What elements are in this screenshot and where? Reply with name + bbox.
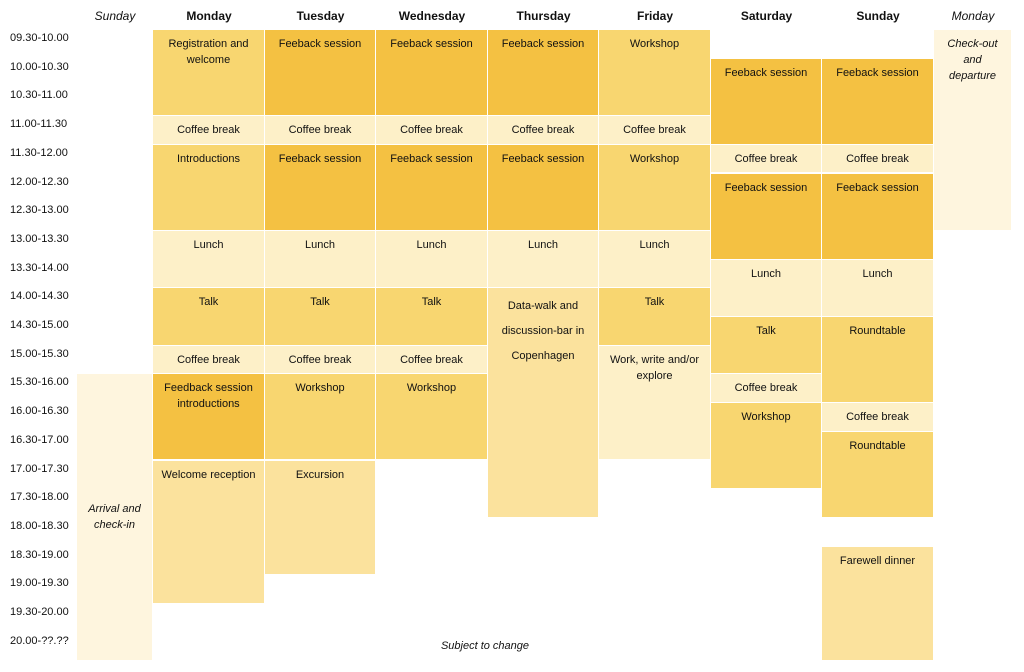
schedule-block-workshop: Workshop [599,144,710,230]
schedule-block-talk: Talk [599,288,710,345]
schedule-block-data-walk-and-discussion-bar-in-copenhagen: Data-walk and discussion-bar in Copenhag… [488,288,598,517]
schedule-block-feeback-session: Feeback session [265,30,375,116]
time-slot-label: 12.00-12.30 [10,175,69,188]
time-slot-label: 15.00-15.30 [10,347,69,360]
schedule-block-introductions: Introductions [153,144,264,230]
schedule-block-coffee-break: Coffee break [822,144,933,173]
schedule-block-coffee-break: Coffee break [376,345,487,374]
time-slot-label: 10.30-11.00 [10,89,68,102]
time-slot-label: 15.30-16.00 [10,376,69,389]
schedule-block-feeback-session: Feeback session [265,144,375,230]
schedule-block-workshop: Workshop [265,374,375,460]
schedule-block-feeback-session: Feeback session [376,144,487,230]
schedule-block-feedback-session-introductions: Feedback session introductions [153,374,264,460]
schedule-block-talk: Talk [265,288,375,345]
schedule-block-lunch: Lunch [599,230,710,288]
schedule-block-coffee-break: Coffee break [599,116,710,144]
time-slot-label: 16.00-16.30 [10,405,69,418]
day-header-friday: Friday [636,9,673,23]
time-slot-label: 11.30-12.00 [10,146,68,159]
time-slot-label: 12.30-13.00 [10,204,69,217]
schedule-block-excursion: Excursion [265,460,375,575]
schedule-block-lunch: Lunch [488,230,598,288]
schedule-block-feeback-session: Feeback session [711,173,821,259]
schedule-block-lunch: Lunch [376,230,487,288]
schedule-block-coffee-break: Coffee break [488,116,598,144]
time-slot-label: 17.30-18.00 [10,491,69,504]
schedule-block-lunch: Lunch [711,259,821,316]
time-slot-label: 10.00-10.30 [10,60,69,73]
schedule-block-roundtable: Roundtable [822,317,933,403]
day-header-tuesday: Tuesday [296,9,345,23]
schedule-block-talk: Talk [153,288,264,345]
time-slot-label: 14.30-15.00 [10,319,69,331]
schedule-block-registration-and-welcome: Registration and welcome [153,30,264,116]
schedule-block-coffee-break: Coffee break [265,345,375,374]
schedule-block-roundtable: Roundtable [822,431,933,517]
time-slot-label: 19.00-19.30 [10,577,69,590]
day-header-thursday: Thursday [516,9,571,23]
time-slot-label: 11.00-11.30 [10,118,68,131]
time-slot-label: 19.30-20.00 [10,606,69,618]
schedule-block-coffee-break: Coffee break [265,116,375,144]
time-slot-label: 09.30-10.00 [10,32,69,44]
time-slot-label: 18.00-18.30 [10,519,69,532]
schedule-block-coffee-break: Coffee break [822,403,933,431]
schedule-block-workshop: Workshop [711,403,821,489]
schedule-block-lunch: Lunch [153,230,264,288]
schedule-block-coffee-break: Coffee break [711,144,821,173]
schedule-block-coffee-break: Coffee break [153,345,264,374]
schedule-block-check-out-and-departure: Check-out and departure [934,30,1011,230]
day-header-saturday: Saturday [740,9,793,23]
schedule-block-lunch: Lunch [265,230,375,288]
time-slot-label: 14.00-14.30 [10,290,69,303]
schedule-block-workshop: Workshop [376,374,487,460]
schedule-block-feeback-session: Feeback session [822,58,933,144]
schedule-block-coffee-break: Coffee break [711,374,821,403]
schedule-block-coffee-break: Coffee break [376,116,487,144]
schedule-block-welcome-reception: Welcome reception [153,460,264,603]
schedule-block-feeback-session: Feeback session [488,144,598,230]
day-header-sunday: Sunday [856,9,900,23]
day-header-wednesday: Wednesday [398,9,466,23]
schedule-block-feeback-session: Feeback session [376,30,487,116]
time-slot-label: 20.00-??.?? [10,634,69,647]
time-slot-label: 18.30-19.00 [10,548,69,561]
day-header-sunday: Sunday [94,9,136,23]
schedule-block-talk: Talk [376,288,487,345]
schedule-block-farewell-dinner: Farewell dinner [822,546,933,660]
schedule-block-feeback-session: Feeback session [822,173,933,259]
schedule-block-talk: Talk [711,317,821,374]
schedule-block-arrival-and-check-in: Arrival and check-in [77,374,152,660]
day-header-monday: Monday [186,9,232,23]
time-slot-label: 17.00-17.30 [10,462,69,475]
day-header-monday: Monday [951,9,995,23]
time-slot-label: 13.30-14.00 [10,261,69,274]
schedule-block-coffee-break: Coffee break [153,116,264,144]
schedule-block-workshop: Workshop [599,30,710,116]
schedule-block-feeback-session: Feeback session [488,30,598,116]
time-slot-label: 13.00-13.30 [10,232,69,245]
schedule-block-lunch: Lunch [822,259,933,316]
subject-to-change-note: Subject to change [440,640,530,652]
schedule-block-feeback-session: Feeback session [711,58,821,144]
schedule-block-work-write-and-or-explore: Work, write and/or explore [599,345,710,460]
time-slot-label: 16.30-17.00 [10,433,69,446]
